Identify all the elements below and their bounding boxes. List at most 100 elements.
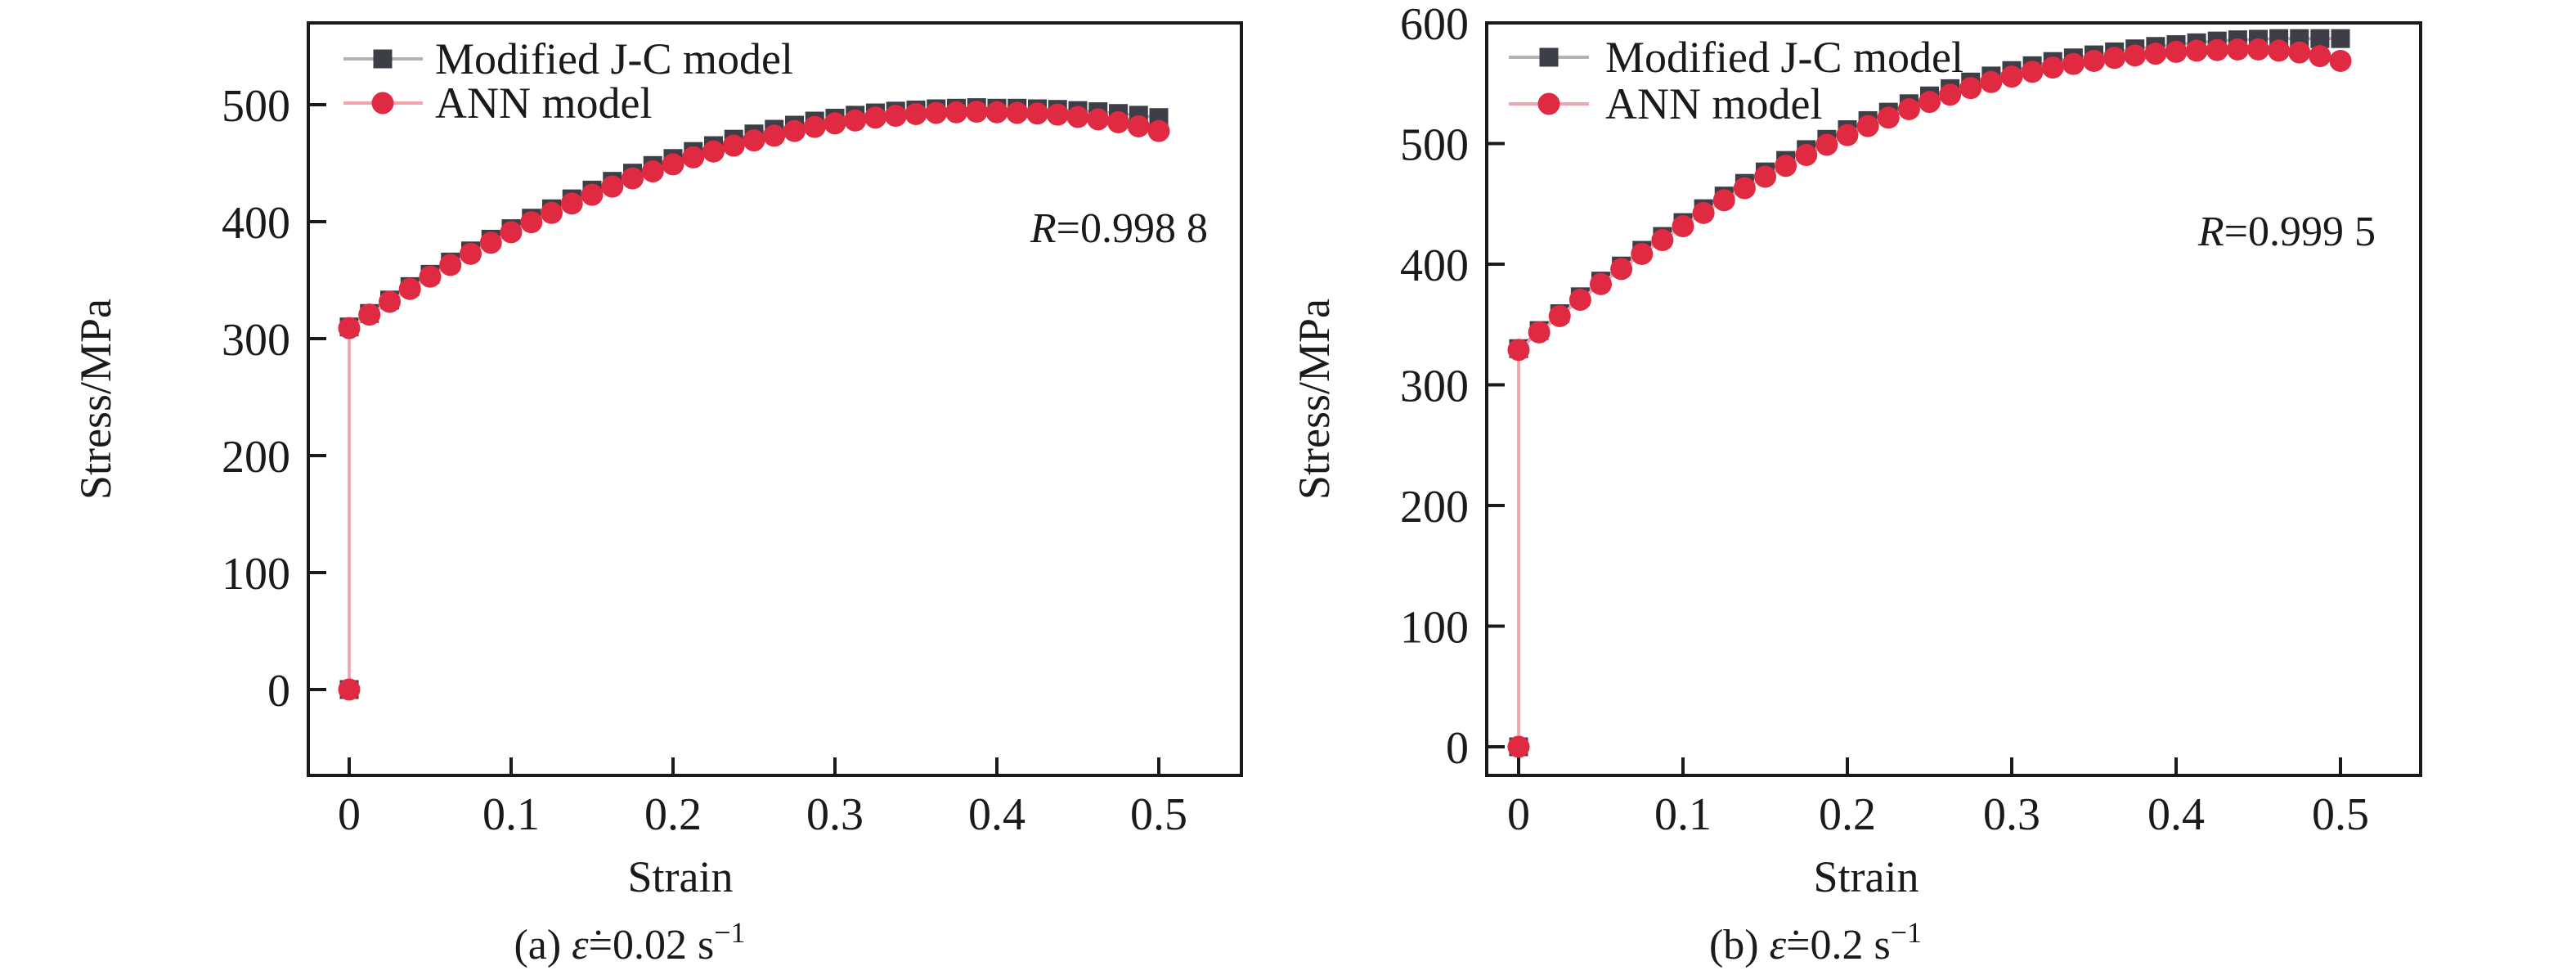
ann-model-data-point	[763, 124, 786, 147]
ann-model-data-point	[1107, 110, 1129, 133]
ann-model-data-point	[702, 140, 725, 163]
x-axis-tick-label: 0.2	[1819, 789, 1876, 840]
ann-model-data-point	[338, 317, 361, 339]
ann-model-data-point	[1733, 177, 1756, 200]
legend-item-ann-model: ANN model	[343, 79, 652, 128]
jc-model-legend-marker	[373, 49, 393, 69]
ann-model-data-point	[1127, 115, 1150, 137]
ann-model-data-point	[2206, 38, 2228, 61]
y-axis-title: Stress/MPa	[71, 299, 120, 500]
ann-model-data-point	[2268, 39, 2291, 62]
y-axis-title: Stress/MPa	[1290, 299, 1339, 500]
ann-model-legend-marker	[1537, 92, 1560, 115]
x-axis-tick-label: 0.3	[806, 789, 864, 840]
ann-model-data-point	[338, 678, 361, 701]
ann-model-data-point	[1919, 91, 1941, 114]
x-axis-tick-label: 0.3	[1983, 789, 2040, 840]
plot-b-axes-and-series: 0 100 200 300 400 500 600 0 0.1 0.2 0.3 0.4 0.5	[1400, 0, 2422, 840]
ann-model-data-point	[2041, 56, 2064, 79]
y-axis-tick-label: 400	[1400, 240, 1469, 291]
ann-model-data-point	[662, 153, 684, 176]
ann-model-data-point	[965, 101, 988, 124]
ann-model-data-point	[1147, 119, 1170, 142]
y-axis-tick-label: 600	[1400, 0, 1469, 50]
ann-model-data-point	[1775, 155, 1797, 177]
y-axis-tick-label: 300	[222, 315, 290, 366]
ann-model-legend-marker	[371, 92, 394, 115]
ann-model-data-point	[439, 254, 462, 276]
caption-a: (a) ε̇=0.02 s−1	[514, 916, 745, 968]
ann-model-data-point	[1672, 215, 1694, 238]
ann-model-data-point	[1836, 124, 1859, 146]
ann-model-data-point	[2062, 52, 2085, 75]
legend-item-jc-model: Modified J-C model	[343, 34, 793, 83]
ann-model-data-point	[1631, 242, 1654, 265]
ann-model-data-point	[1590, 272, 1612, 295]
x-axis-tick-label: 0.2	[644, 789, 702, 840]
ann-model-data-point	[1980, 70, 2003, 93]
x-axis-tick-label: 0.1	[482, 789, 540, 840]
legend-item-ann-model: ANN model	[1509, 79, 1822, 128]
ann-model-data-point	[460, 242, 482, 265]
y-axis-tick-label: 200	[222, 432, 290, 483]
jc-model-line	[1517, 37, 2340, 747]
ann-model-data-point	[2083, 49, 2105, 72]
correlation-annotation: R=0.998 8	[1030, 205, 1208, 252]
legend-label-ann-model: ANN model	[1605, 79, 1822, 128]
ann-model-data-point	[2144, 43, 2167, 65]
ann-model-data-point	[783, 119, 806, 142]
ann-model-data-point	[2000, 65, 2023, 88]
ann-model-data-point	[1959, 77, 1982, 100]
ann-model-data-point	[2165, 40, 2188, 63]
ann-model-data-point	[2103, 47, 2126, 70]
x-axis-title: Strain	[628, 852, 734, 901]
legend: Modified J-C model ANN model	[1509, 33, 1963, 128]
ann-model-data-point	[1795, 144, 1818, 167]
ann-model-data-point	[824, 112, 846, 135]
legend-label-ann-model: ANN model	[435, 79, 652, 128]
ann-model-data-point	[1507, 339, 1530, 362]
legend-label-jc-model: Modified J-C model	[435, 34, 793, 83]
ann-model-data-point	[419, 265, 442, 288]
ann-model-data-point	[398, 277, 421, 300]
legend-label-jc-model: Modified J-C model	[1605, 33, 1963, 82]
ann-model-data-point	[1856, 115, 1879, 137]
ann-model-data-point	[844, 109, 867, 132]
ann-model-data-point	[985, 101, 1008, 124]
plot-a-axes-and-series: 0 100 200 300 400 500 0 0.1 0.2 0.3 0.4 0.5	[222, 21, 1243, 840]
y-axis-tick-label: 0	[267, 666, 290, 717]
y-axis-tick-label: 300	[1400, 362, 1469, 412]
ann-model-data-point	[560, 192, 583, 215]
x-axis-tick-label: 0.4	[2147, 789, 2205, 840]
ann-model-data-point	[803, 115, 826, 138]
ann-model-data-point	[1087, 108, 1110, 131]
ann-model-data-point	[925, 101, 948, 124]
y-axis-tick-label: 100	[1400, 603, 1469, 654]
ann-model-data-point	[2021, 61, 2044, 83]
correlation-annotation: R=0.999 5	[2197, 209, 2376, 255]
ann-model-data-point	[945, 101, 967, 124]
ann-model-data-point	[1754, 165, 1776, 188]
caption-b: (b) ε̇=0.2 s−1	[1709, 916, 1922, 968]
ann-model-data-point	[1528, 321, 1551, 344]
ann-model-data-point	[1507, 735, 1530, 758]
ann-model-data-point	[581, 183, 604, 206]
jc-model-line	[348, 106, 1160, 690]
jc-model-data-point	[2310, 29, 2330, 48]
ann-model-data-point	[1610, 258, 1633, 281]
ann-model-data-point	[1568, 289, 1591, 312]
ann-model-data-point	[2309, 45, 2331, 68]
ann-model-data-point	[722, 134, 745, 157]
x-axis-tick-label: 0	[338, 789, 361, 840]
y-axis-tick-label: 500	[1400, 120, 1469, 171]
ann-model-data-point	[2226, 38, 2249, 61]
legend-item-jc-model: Modified J-C model	[1509, 33, 1963, 82]
jc-model-data-point	[2331, 29, 2350, 48]
ann-model-line	[348, 110, 1160, 690]
ann-model-data-point	[2288, 41, 2311, 64]
ann-model-data-point	[1897, 97, 1920, 120]
x-axis-tick-label: 0.5	[1130, 789, 1187, 840]
ann-model-data-point	[641, 160, 664, 183]
x-axis-tick-label: 0	[1507, 789, 1530, 840]
ann-model-data-point	[904, 102, 927, 125]
